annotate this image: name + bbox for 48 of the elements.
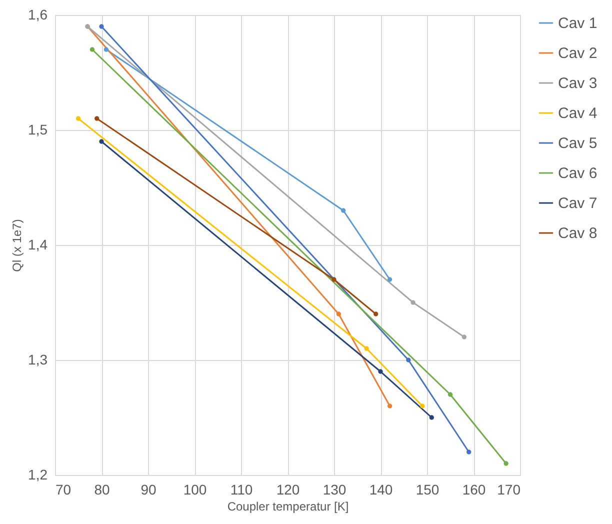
x-tick-label: 170 [497, 482, 521, 498]
y-tick-label: 1,2 [28, 466, 48, 482]
x-tick-label: 80 [94, 482, 110, 498]
legend-label: Cav 6 [558, 165, 598, 182]
x-tick-label: 70 [56, 482, 72, 498]
legend-label: Cav 7 [558, 195, 598, 212]
legend-label: Cav 8 [558, 225, 598, 242]
x-tick-label: 110 [230, 482, 253, 498]
point [336, 312, 341, 316]
point [410, 300, 416, 305]
point [429, 415, 434, 420]
y-tick-label: 1,3 [28, 352, 48, 368]
point [420, 404, 425, 408]
x-axis-title: Coupler temperatur [K] [227, 500, 349, 514]
x-tick-label: 140 [369, 482, 393, 498]
point [332, 277, 336, 282]
x-tick-label: 100 [183, 482, 207, 498]
y-tick-label: 1,4 [28, 236, 48, 252]
point [94, 116, 100, 121]
y-axis-title: Ql (x 1e7) [10, 219, 24, 272]
point [448, 392, 453, 397]
point [90, 47, 95, 52]
legend-label: Cav 4 [558, 105, 598, 122]
y-tick-label: 1,5 [28, 122, 48, 138]
point [99, 139, 104, 144]
legend-label: Cav 5 [558, 135, 598, 152]
point [504, 461, 508, 466]
point [104, 47, 108, 52]
point [466, 450, 472, 454]
x-tick-label: 150 [416, 482, 440, 498]
x-tick-label: 130 [322, 482, 346, 498]
legend-label: Cav 3 [558, 75, 598, 92]
legend-label: Cav 2 [558, 45, 598, 62]
legend-label: Cav 1 [558, 15, 598, 32]
x-tick-label: 120 [276, 482, 300, 498]
point [76, 116, 81, 121]
point [340, 208, 346, 213]
point [462, 334, 467, 340]
point [99, 24, 104, 29]
point [406, 358, 411, 362]
point [374, 312, 378, 316]
x-tick-label: 90 [140, 482, 156, 498]
point [378, 369, 383, 374]
point [364, 346, 369, 351]
point [387, 277, 392, 282]
y-tick-label: 1,6 [28, 6, 48, 22]
point [387, 404, 392, 408]
x-tick-label: 160 [462, 482, 486, 498]
